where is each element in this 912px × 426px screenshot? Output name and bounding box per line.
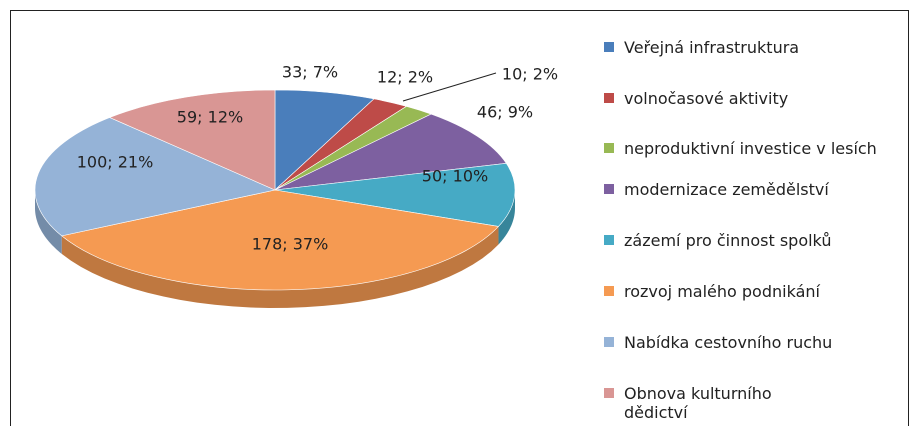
legend-label: volnočasové aktivity [624,89,789,108]
data-label: 59; 12% [177,108,243,127]
legend-item: Obnova kulturního dědictví [604,384,904,422]
legend-label: rozvoj malého podnikání [624,282,820,301]
legend-swatch [604,286,614,296]
data-label: 12; 2% [377,68,433,87]
slice-side [498,190,515,245]
legend-swatch [604,42,614,52]
legend-swatch [604,337,614,347]
legend-item: modernizace zemědělství [604,180,904,199]
slice [274,162,516,227]
leader-line [402,72,497,102]
slice [61,189,500,291]
slice-side [35,190,62,254]
data-label: 33; 7% [282,63,338,82]
legend-item: Nabídka cestovního ruchu [604,333,904,352]
legend-item: rozvoj malého podnikání [604,282,904,301]
legend-label: zázemí pro činnost spolků [624,231,832,250]
data-label: 50; 10% [422,167,488,186]
legend-swatch [604,184,614,194]
legend-label: Obnova kulturního dědictví [624,384,772,422]
legend-item: volnočasové aktivity [604,89,904,108]
legend-item: zázemí pro činnost spolků [604,231,904,250]
slice [108,89,276,191]
legend-label: Veřejná infrastruktura [624,38,800,57]
legend-item: neproduktivní investice v lesích [604,139,904,158]
slice [34,117,276,237]
legend-swatch [604,93,614,103]
legend-swatch [604,235,614,245]
legend-item: Veřejná infrastruktura [604,38,904,57]
data-label: 46; 9% [477,103,533,122]
legend-swatch [604,143,614,153]
data-label: 10; 2% [502,65,558,84]
slice-side [61,226,499,308]
slice [274,113,507,191]
data-label: 100; 21% [77,153,154,172]
legend-label: modernizace zemědělství [624,180,829,199]
legend-swatch [604,388,614,398]
chart-frame [10,10,909,426]
data-label: 178; 37% [252,235,329,254]
legend-label: neproduktivní investice v lesích [624,139,877,158]
legend-label: Nabídka cestovního ruchu [624,333,833,352]
